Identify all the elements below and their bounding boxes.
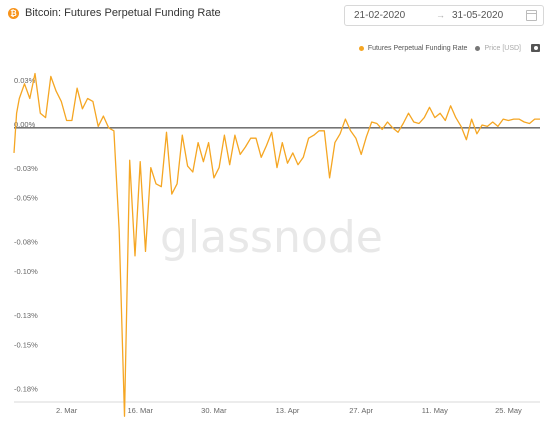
chart-title: Bitcoin: Futures Perpetual Funding Rate <box>25 7 221 19</box>
y-axis: 0.03% 0.00% -0.03% -0.05% -0.08% -0.10% -0.13%… <box>14 76 38 394</box>
x-tick-label: 13. Apr <box>276 406 300 415</box>
legend-dot-funding-rate <box>358 45 364 51</box>
legend-label-price: Price [USD] <box>484 44 521 52</box>
legend-item-funding-rate[interactable]: Futures Perpetual Funding Rate <box>358 44 468 52</box>
camera-icon[interactable] <box>531 44 540 52</box>
y-tick-label: -0.18% <box>14 385 38 394</box>
y-tick-label: 0.03% <box>14 76 36 85</box>
x-tick-label: 30. Mar <box>201 406 227 415</box>
arrow-right-icon: → <box>436 10 445 20</box>
watermark-logo: glassnode <box>160 212 383 263</box>
legend-dot-price <box>475 45 481 51</box>
date-to-field[interactable]: 31-05-2020 <box>452 10 504 21</box>
y-tick-label: -0.03% <box>14 164 38 173</box>
date-from-field[interactable]: 21-02-2020 <box>354 10 406 21</box>
bitcoin-icon: ₿ <box>8 7 19 19</box>
legend-item-price[interactable]: Price [USD] <box>475 45 521 52</box>
chart-legend: Futures Perpetual Funding Rate Price [US… <box>358 44 540 52</box>
y-tick-label: -0.10% <box>14 267 38 276</box>
series-line-funding-rate <box>13 72 540 417</box>
y-tick-label: -0.05% <box>14 193 38 202</box>
date-range-picker[interactable]: 21-02-2020 → 31-05-2020 <box>344 5 544 26</box>
y-tick-label: -0.13% <box>14 311 38 320</box>
x-tick-label: 2. Mar <box>56 406 78 415</box>
title-group: ₿ Bitcoin: Futures Perpetual Funding Rat… <box>8 7 221 19</box>
series-layer <box>13 72 540 417</box>
chart-header: ₿ Bitcoin: Futures Perpetual Funding Rat… <box>0 0 554 32</box>
x-tick-label: 11. May <box>422 406 448 415</box>
legend-label-funding-rate: Futures Perpetual Funding Rate <box>367 44 468 52</box>
x-tick-label: 27. Apr <box>349 406 373 415</box>
calendar-icon[interactable] <box>526 10 537 21</box>
x-tick-label: 16. Mar <box>128 406 154 415</box>
y-tick-label: 0.00% <box>14 120 36 129</box>
x-tick-label: 25. May <box>495 406 522 415</box>
y-tick-label: -0.15% <box>14 341 38 350</box>
x-axis: 2. Mar 16. Mar 30. Mar 13. Apr 27. Apr 11. Ma… <box>56 406 522 415</box>
y-tick-label: -0.08% <box>14 238 38 247</box>
